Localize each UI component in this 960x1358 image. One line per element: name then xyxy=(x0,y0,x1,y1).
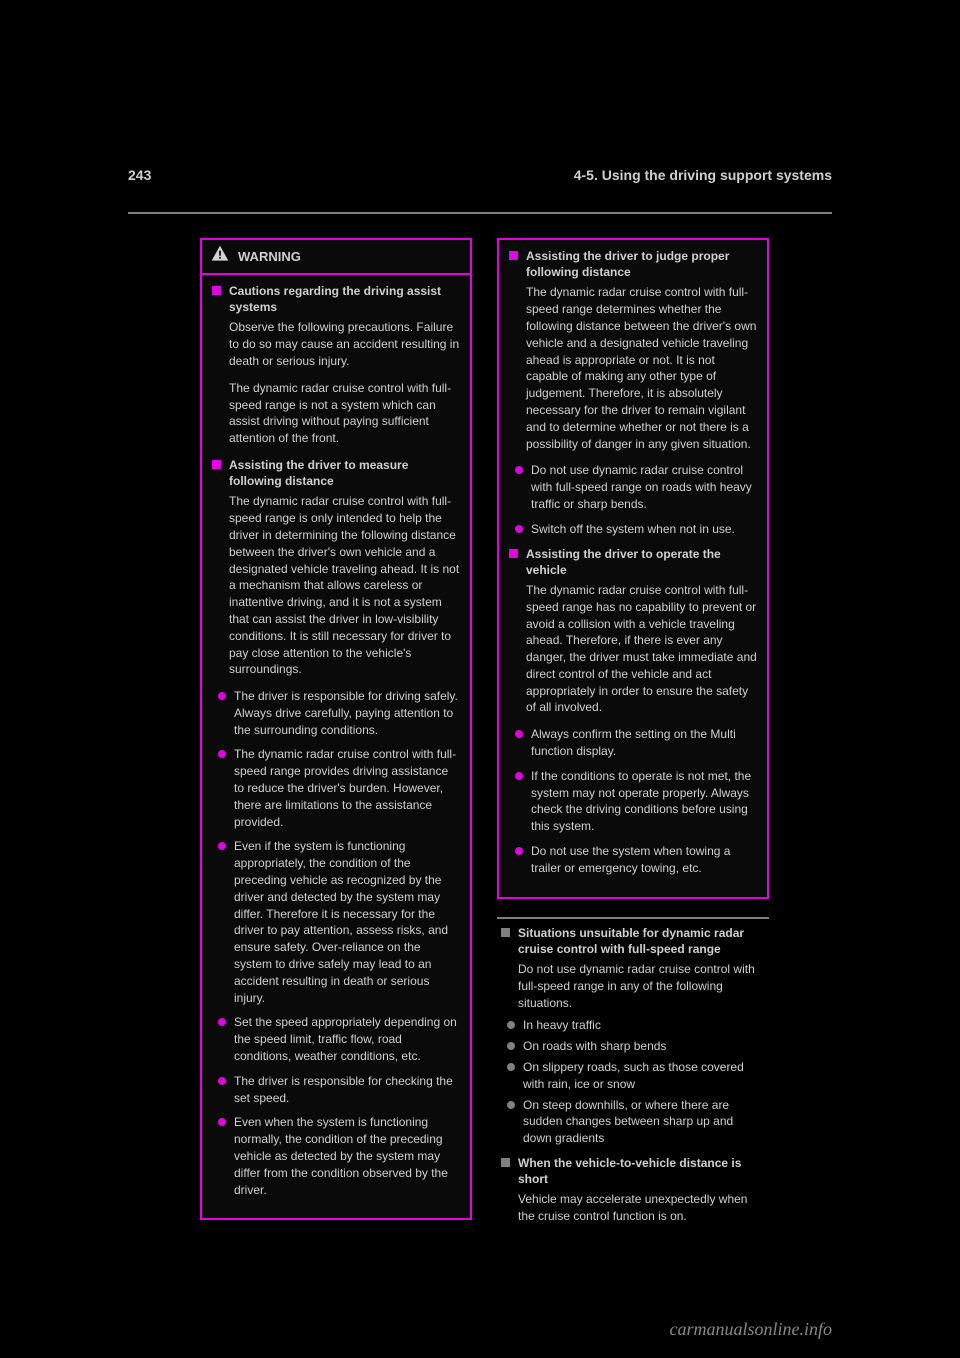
warning-section-title: Assisting the driver to operate the vehi… xyxy=(526,546,757,578)
warning-bullet: The driver is responsible for checking t… xyxy=(218,1073,460,1107)
notice-bullet-text: On slippery roads, such as those covered… xyxy=(523,1059,765,1093)
notice-heading: When the vehicle-to-vehicle distance is … xyxy=(501,1155,765,1187)
bullet-icon xyxy=(218,1018,226,1026)
warning-bullet-text: Set the speed appropriately depending on… xyxy=(234,1014,460,1064)
warning-bullet: Do not use the system when towing a trai… xyxy=(515,843,757,877)
page-number: 243 xyxy=(128,167,151,183)
warning-body-right: Assisting the driver to judge proper fol… xyxy=(499,240,767,897)
warning-bullet: Always confirm the setting on the Multi … xyxy=(515,726,757,760)
bullet-icon xyxy=(218,842,226,850)
warning-section-heading: Assisting the driver to measure followin… xyxy=(212,457,460,489)
warning-section-title: Assisting the driver to judge proper fol… xyxy=(526,248,757,280)
notice-bullet-text: On roads with sharp bends xyxy=(523,1038,666,1055)
warning-bullet-text: Always confirm the setting on the Multi … xyxy=(531,726,757,760)
warning-section-heading: Assisting the driver to operate the vehi… xyxy=(509,546,757,578)
notice-body: Situations unsuitable for dynamic radar … xyxy=(497,925,769,1225)
warning-body-left: Cautions regarding the driving assist sy… xyxy=(202,275,470,1218)
bullet-icon xyxy=(218,692,226,700)
notice-bullet: In heavy traffic xyxy=(507,1017,765,1034)
warning-section-text: The dynamic radar cruise control with fu… xyxy=(526,582,757,716)
square-bullet-icon xyxy=(212,460,221,469)
warning-section-text: Observe the following precautions. Failu… xyxy=(229,319,460,369)
warning-section-heading: Cautions regarding the driving assist sy… xyxy=(212,283,460,315)
warning-label: WARNING xyxy=(238,249,301,264)
bullet-icon xyxy=(515,847,523,855)
bullet-icon xyxy=(218,750,226,758)
warning-bullet: Do not use dynamic radar cruise control … xyxy=(515,462,757,512)
warning-bullet: The dynamic radar cruise control with fu… xyxy=(218,746,460,830)
warning-bullet-text: If the conditions to operate is not met,… xyxy=(531,768,757,835)
warning-icon xyxy=(210,244,230,269)
square-bullet-icon xyxy=(212,286,221,295)
warning-bullet-text: Do not use dynamic radar cruise control … xyxy=(531,462,757,512)
page-header: 243 4-5. Using the driving support syste… xyxy=(128,167,832,183)
content-area: WARNING Cautions regarding the driving a… xyxy=(200,238,770,1235)
warning-box-right: Assisting the driver to judge proper fol… xyxy=(497,238,769,899)
notice-rule xyxy=(497,917,769,919)
warning-bullet-text: Even when the system is functioning norm… xyxy=(234,1114,460,1198)
warning-bullet-text: The driver is responsible for driving sa… xyxy=(234,688,460,738)
bullet-icon xyxy=(515,772,523,780)
bullet-icon xyxy=(218,1118,226,1126)
notice-bullet-text: On steep downhills, or where there are s… xyxy=(523,1097,765,1147)
square-bullet-icon xyxy=(501,1158,510,1167)
warning-bullet: Set the speed appropriately depending on… xyxy=(218,1014,460,1064)
notice-bullet: On roads with sharp bends xyxy=(507,1038,765,1055)
warning-bullet-text: The dynamic radar cruise control with fu… xyxy=(234,746,460,830)
warning-bullet: The driver is responsible for driving sa… xyxy=(218,688,460,738)
square-bullet-icon xyxy=(501,928,510,937)
warning-bullet-text: Do not use the system when towing a trai… xyxy=(531,843,757,877)
square-bullet-icon xyxy=(509,549,518,558)
warning-bullet-text: The driver is responsible for checking t… xyxy=(234,1073,460,1107)
bullet-icon xyxy=(507,1021,515,1029)
warning-header: WARNING xyxy=(202,240,470,275)
notice-section: Situations unsuitable for dynamic radar … xyxy=(497,917,769,1225)
right-column: Assisting the driver to judge proper fol… xyxy=(497,238,769,1235)
notice-title: When the vehicle-to-vehicle distance is … xyxy=(518,1155,765,1187)
bullet-icon xyxy=(507,1042,515,1050)
bullet-icon xyxy=(515,525,523,533)
bullet-icon xyxy=(218,1077,226,1085)
notice-text: Vehicle may accelerate unexpectedly when… xyxy=(518,1191,765,1225)
notice-title: Situations unsuitable for dynamic radar … xyxy=(518,925,765,957)
left-column: WARNING Cautions regarding the driving a… xyxy=(200,238,472,1235)
warning-section-text: The dynamic radar cruise control with fu… xyxy=(229,493,460,678)
warning-section-heading: Assisting the driver to judge proper fol… xyxy=(509,248,757,280)
warning-section-title: Cautions regarding the driving assist sy… xyxy=(229,283,460,315)
warning-bullet: Even when the system is functioning norm… xyxy=(218,1114,460,1198)
notice-bullet: On slippery roads, such as those covered… xyxy=(507,1059,765,1093)
warning-bullet: Even if the system is functioning approp… xyxy=(218,838,460,1006)
warning-bullet-text: Switch off the system when not in use. xyxy=(531,521,735,538)
bullet-icon xyxy=(515,466,523,474)
warning-section-title: Assisting the driver to measure followin… xyxy=(229,457,460,489)
notice-bullet-text: In heavy traffic xyxy=(523,1017,601,1034)
warning-section-text: The dynamic radar cruise control with fu… xyxy=(526,284,757,452)
bullet-icon xyxy=(507,1063,515,1071)
bullet-icon xyxy=(515,730,523,738)
section-label: 4-5. Using the driving support systems xyxy=(574,167,832,183)
header-rule xyxy=(128,212,832,214)
footer-watermark: carmanualsonline.info xyxy=(670,1319,833,1340)
warning-bullet: Switch off the system when not in use. xyxy=(515,521,757,538)
notice-heading: Situations unsuitable for dynamic radar … xyxy=(501,925,765,957)
notice-bullet: On steep downhills, or where there are s… xyxy=(507,1097,765,1147)
warning-box-left: WARNING Cautions regarding the driving a… xyxy=(200,238,472,1220)
warning-bullet-text: Even if the system is functioning approp… xyxy=(234,838,460,1006)
warning-section-subtext: The dynamic radar cruise control with fu… xyxy=(229,380,460,447)
bullet-icon xyxy=(507,1101,515,1109)
warning-bullet: If the conditions to operate is not met,… xyxy=(515,768,757,835)
square-bullet-icon xyxy=(509,251,518,260)
notice-text: Do not use dynamic radar cruise control … xyxy=(518,961,765,1011)
